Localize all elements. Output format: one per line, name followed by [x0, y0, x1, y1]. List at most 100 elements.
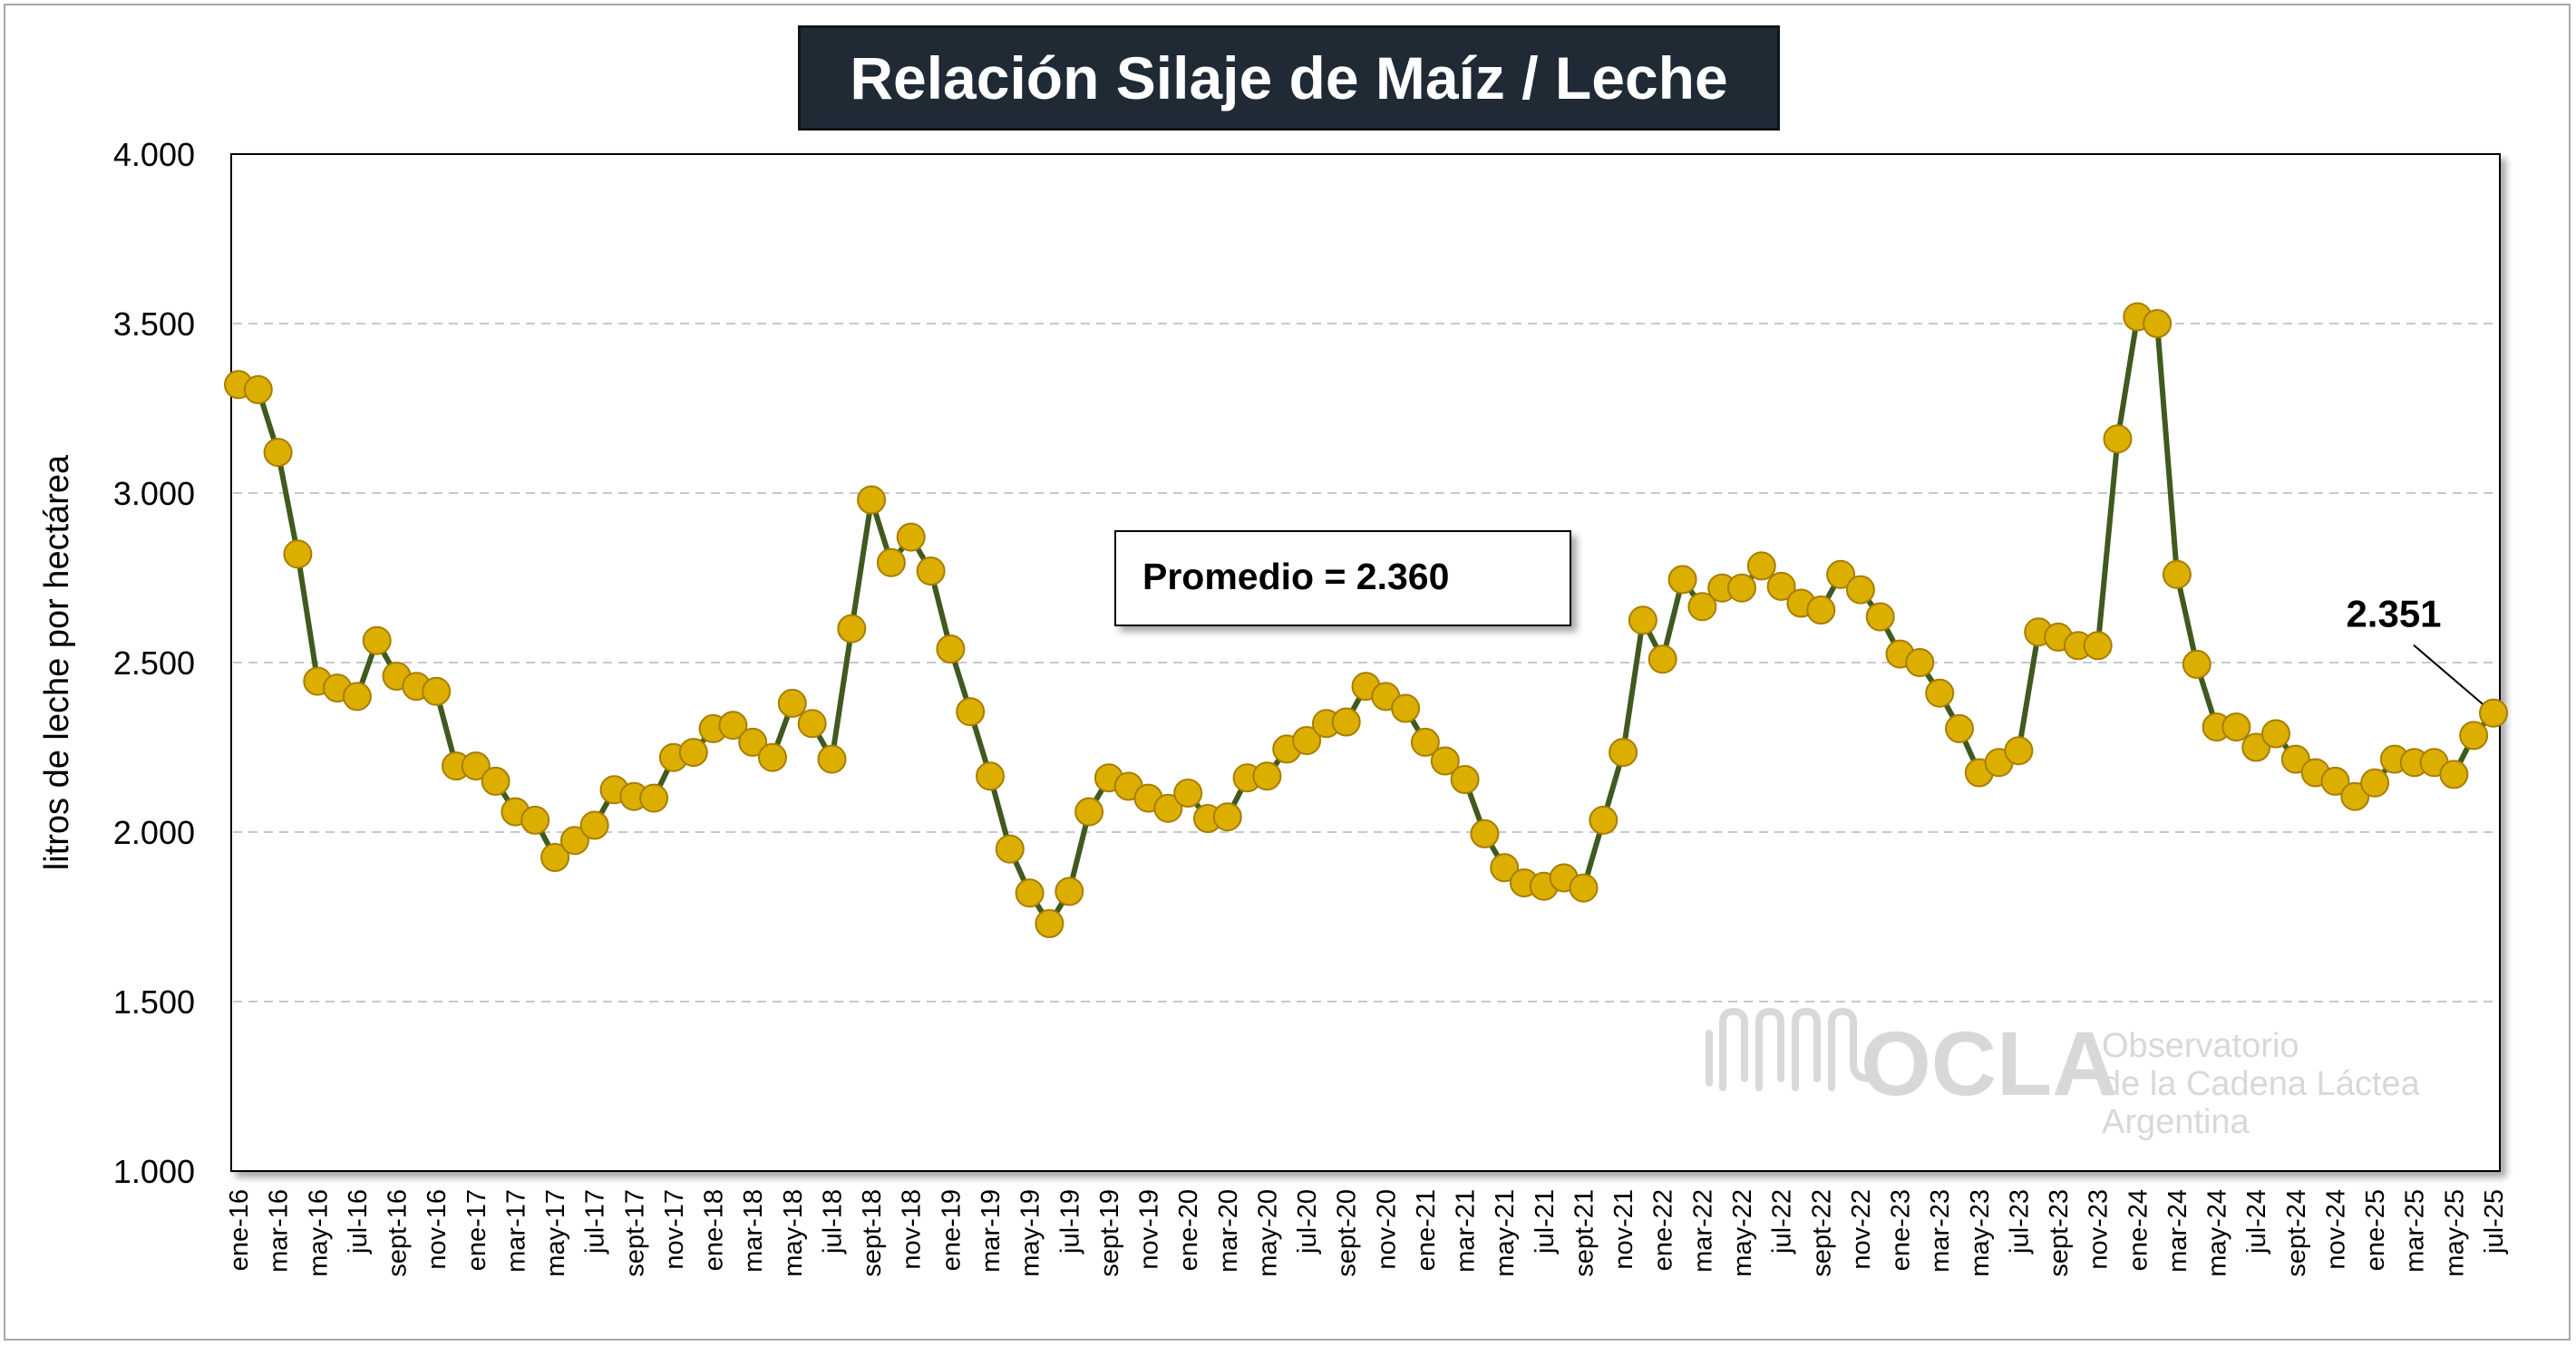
- x-tick-label: may-16: [304, 1189, 333, 1277]
- ocla-line1: Observatorio: [2102, 1027, 2299, 1065]
- data-point: [1806, 596, 1836, 625]
- x-tick-label: ene-21: [1412, 1189, 1441, 1271]
- x-tick-label: mar-22: [1688, 1189, 1717, 1273]
- ocla-logo-wave-icon: [1706, 1007, 1872, 1091]
- data-point: [283, 539, 313, 569]
- x-tick-label: ene-16: [225, 1189, 254, 1271]
- data-point: [2004, 736, 2034, 766]
- last-value-leader-line: [2413, 644, 2484, 705]
- data-point: [1687, 592, 1717, 622]
- y-tick-label: 2.000: [113, 814, 195, 851]
- x-tick-label: ene-22: [1649, 1189, 1678, 1271]
- x-tick-label: ene-19: [937, 1189, 966, 1271]
- data-point: [1589, 805, 1619, 835]
- data-point: [758, 742, 787, 772]
- x-tick-label: mar-16: [265, 1189, 294, 1273]
- data-point: [1925, 678, 1955, 708]
- data-point: [1826, 559, 1856, 589]
- data-point: [1470, 818, 1500, 848]
- data-point: [1727, 573, 1756, 603]
- x-tick-label: nov-16: [423, 1189, 452, 1270]
- data-point: [243, 374, 273, 404]
- x-tick-label: ene-17: [462, 1189, 491, 1271]
- y-tick-label: 3.000: [113, 475, 195, 512]
- x-tick-label: may-17: [541, 1189, 570, 1277]
- data-point: [837, 614, 867, 644]
- x-tick-label: jul-16: [344, 1189, 373, 1254]
- data-point: [1331, 707, 1361, 737]
- x-tick-label: jul-25: [2480, 1189, 2509, 1254]
- data-point: [540, 843, 570, 872]
- data-point: [1391, 693, 1421, 723]
- x-tick-label: may-23: [1966, 1189, 1995, 1277]
- data-point: [1153, 793, 1183, 823]
- data-point: [1074, 797, 1104, 827]
- x-tick-label: nov-24: [2321, 1189, 2350, 1270]
- y-axis-title: litros de leche por hectárea: [38, 454, 76, 870]
- y-tick-label: 1.000: [113, 1153, 195, 1190]
- x-tick-label: sept-21: [1570, 1189, 1599, 1277]
- data-point: [817, 744, 847, 774]
- x-tick-label: may-21: [1491, 1189, 1520, 1277]
- x-tick-label: jul-23: [2005, 1189, 2034, 1254]
- data-point: [342, 682, 372, 712]
- data-point: [956, 697, 986, 727]
- data-point: [876, 547, 906, 577]
- x-tick-label: sept-19: [1095, 1189, 1124, 1277]
- x-tick-label: mar-24: [2163, 1189, 2192, 1273]
- x-tick-label: nov-22: [1847, 1189, 1876, 1270]
- data-point: [936, 634, 966, 663]
- x-tick-label: may-20: [1253, 1189, 1282, 1277]
- data-point: [1015, 878, 1045, 908]
- data-point: [2083, 631, 2113, 661]
- x-tick-label: nov-23: [2085, 1189, 2114, 1270]
- x-axis-ticks: ene-16 mar-16 may-16 jul-16 sept-16 nov-16 ene…: [225, 1189, 2509, 1277]
- data-point: [1292, 726, 1322, 755]
- data-point: [916, 557, 946, 586]
- x-tick-label: nov-17: [660, 1189, 689, 1270]
- x-tick-label: jul-20: [1293, 1189, 1322, 1254]
- x-tick-label: nov-19: [1135, 1189, 1164, 1270]
- x-tick-label: jul-18: [818, 1189, 847, 1254]
- data-point: [481, 766, 510, 796]
- average-box: [1114, 530, 1571, 626]
- x-tick-label: ene-24: [2124, 1189, 2153, 1271]
- data-point: [1252, 761, 1282, 791]
- data-point: [1035, 909, 1064, 938]
- data-point: [1450, 765, 1480, 794]
- data-point: [2479, 698, 2508, 728]
- data-point: [520, 805, 550, 835]
- data-point: [2280, 744, 2310, 774]
- data-point: [1628, 605, 1657, 635]
- x-tick-label: may-19: [1016, 1189, 1045, 1277]
- x-tick-label: jul-24: [2242, 1189, 2271, 1254]
- data-point: [1945, 713, 1974, 743]
- data-point: [2320, 766, 2350, 796]
- x-tick-label: mar-19: [977, 1189, 1006, 1273]
- data-point: [2103, 424, 2133, 454]
- data-point: [976, 761, 1005, 791]
- x-tick-label: sept-24: [2282, 1189, 2311, 1277]
- data-point: [1766, 571, 1796, 601]
- x-tick-label: mar-18: [739, 1189, 768, 1273]
- x-tick-label: ene-23: [1887, 1189, 1916, 1271]
- data-point: [1410, 727, 1440, 757]
- data-point: [777, 688, 807, 718]
- ocla-line3: Argentina: [2102, 1103, 2250, 1141]
- data-point: [1905, 648, 1935, 677]
- x-tick-label: jul-19: [1055, 1189, 1084, 1254]
- data-point: [1746, 551, 1776, 581]
- data-point: [2459, 721, 2489, 750]
- data-point: [1490, 853, 1520, 883]
- x-tick-label: sept-17: [620, 1189, 649, 1277]
- data-point: [1865, 602, 1895, 632]
- data-point: [1212, 802, 1242, 832]
- data-point: [718, 711, 748, 741]
- data-point: [1569, 873, 1599, 903]
- x-tick-label: may-24: [2203, 1189, 2232, 1277]
- data-point: [639, 783, 669, 813]
- data-point: [857, 485, 887, 515]
- data-points: [224, 302, 2508, 938]
- chart-title: Relación Silaje de Maíz / Leche: [798, 25, 1780, 131]
